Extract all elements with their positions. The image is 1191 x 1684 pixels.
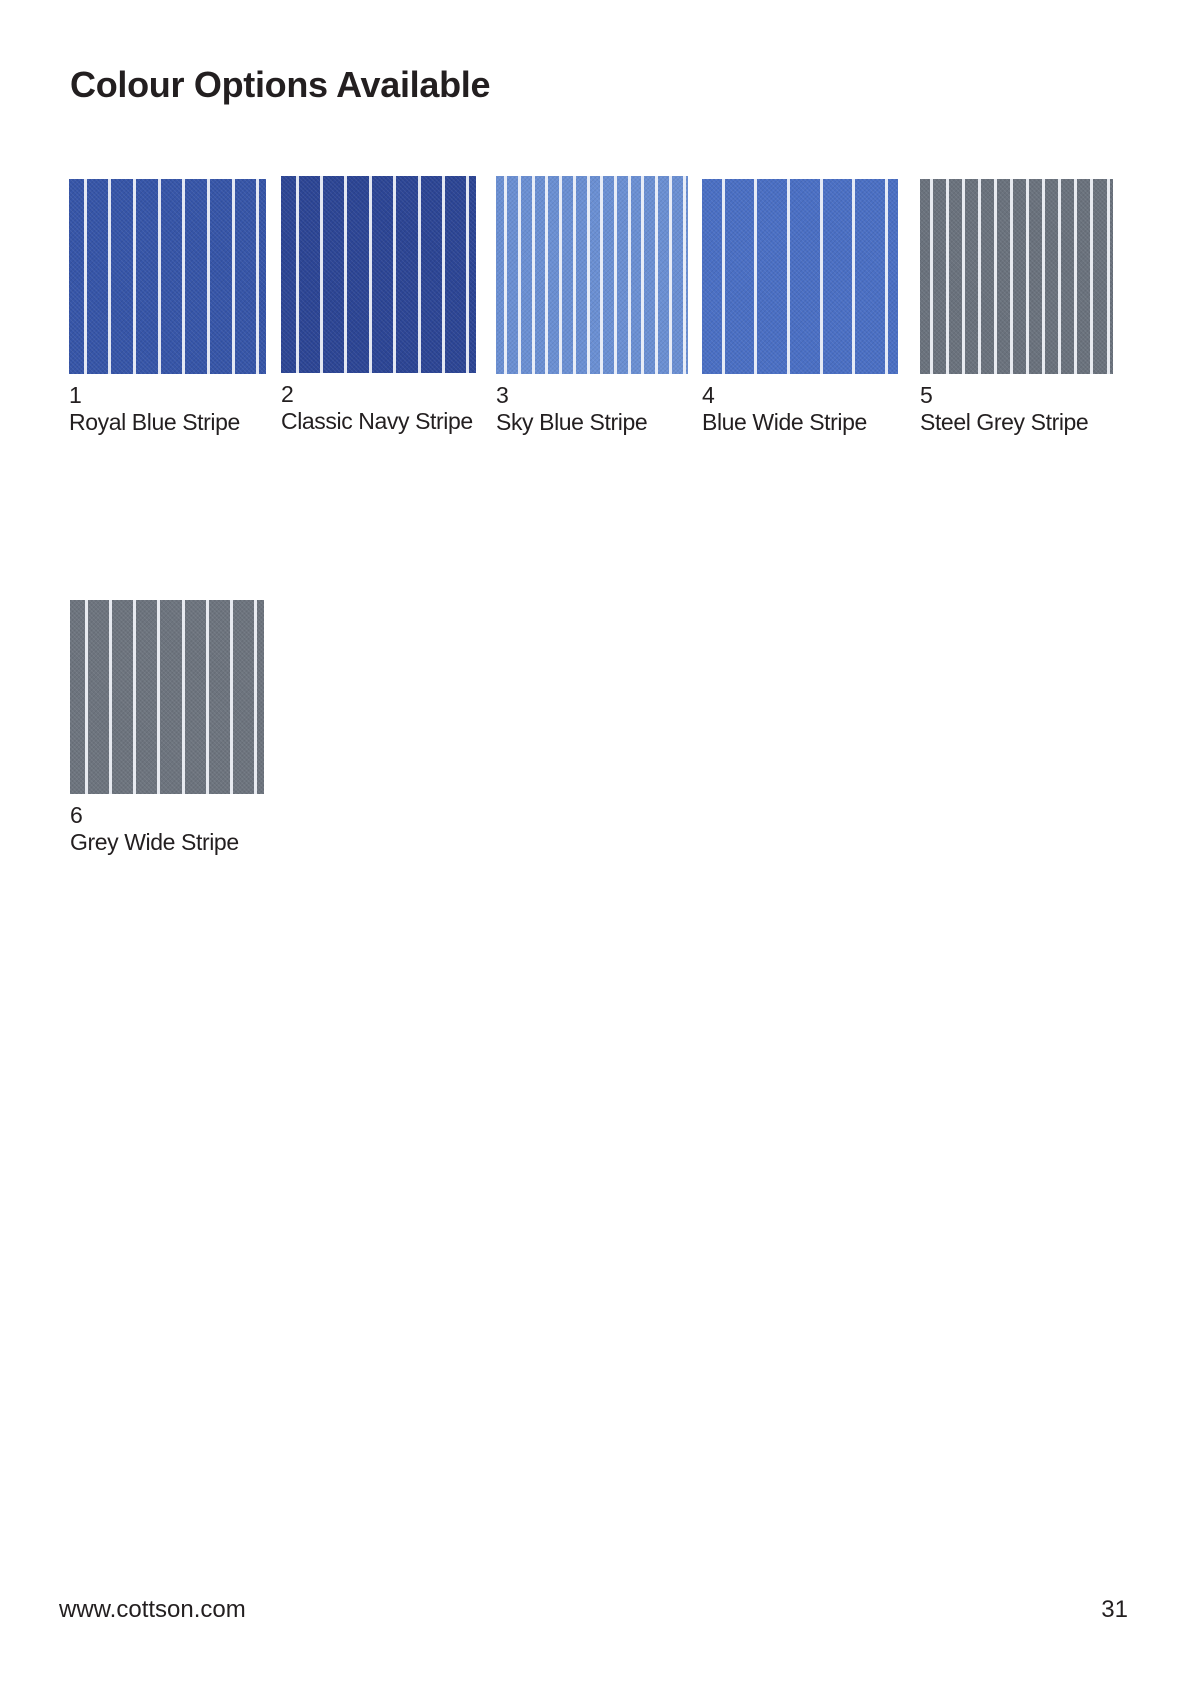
swatch-grey-wide-stripe: 6 Grey Wide Stripe <box>70 600 264 856</box>
fabric-pinstripe <box>586 176 590 374</box>
fabric-pinstripe <box>929 179 933 374</box>
fabric-pinstripe <box>627 176 631 374</box>
swatch-steel-grey-stripe: 5 Steel Grey Stripe <box>920 179 1113 436</box>
fabric-pinstripe <box>230 600 234 794</box>
fabric-pinstripe <box>1042 179 1046 374</box>
fabric-pinstripe <box>295 176 299 373</box>
fabric-sample-image <box>70 600 264 794</box>
fabric-weave-texture <box>702 179 898 374</box>
fabric-sample-image <box>702 179 898 374</box>
fabric-pinstripe <box>1026 179 1030 374</box>
swatch-name: Grey Wide Stripe <box>70 829 239 855</box>
fabric-pinstripe <box>181 600 185 794</box>
fabric-pinstripe <box>466 176 470 373</box>
fabric-pinstripe <box>1090 179 1094 374</box>
fabric-pinstripe <box>852 179 856 374</box>
swatch-number: 1 <box>69 382 82 408</box>
fabric-weave-texture <box>281 176 476 373</box>
fabric-pinstripe <box>182 179 186 374</box>
swatch-name: Royal Blue Stripe <box>69 409 240 435</box>
swatch-name: Classic Navy Stripe <box>281 408 473 434</box>
fabric-pinstripe <box>884 179 888 374</box>
fabric-pinstripe <box>157 179 161 374</box>
fabric-pinstripe <box>231 179 235 374</box>
swatch-classic-navy-stripe: 2 Classic Navy Stripe <box>281 176 476 435</box>
fabric-sample-image <box>496 176 688 374</box>
fabric-pinstripe <box>819 179 823 374</box>
fabric-pinstripe <box>133 179 137 374</box>
fabric-pinstripe <box>504 176 508 374</box>
fabric-pinstripe <box>368 176 372 373</box>
fabric-weave-texture <box>920 179 1113 374</box>
fabric-pinstripe <box>600 176 604 374</box>
fabric-pinstripe <box>545 176 549 374</box>
fabric-pinstripe <box>977 179 981 374</box>
swatch-number: 4 <box>702 382 715 408</box>
fabric-pinstripe <box>320 176 323 373</box>
fabric-pinstripe <box>721 179 725 374</box>
fabric-pinstripe <box>993 179 997 374</box>
fabric-pinstripe <box>393 176 397 373</box>
fabric-pinstripe <box>1010 179 1014 374</box>
fabric-pinstripe <box>206 179 210 374</box>
swatch-number: 6 <box>70 802 83 828</box>
fabric-pinstripe <box>531 176 535 374</box>
swatch-number: 3 <box>496 382 509 408</box>
fabric-pinstripe <box>344 176 348 373</box>
fabric-pinstripe <box>945 179 949 374</box>
fabric-pinstripe <box>655 176 659 374</box>
fabric-pinstripe <box>108 179 112 374</box>
swatch-blue-wide-stripe: 4 Blue Wide Stripe <box>702 179 898 436</box>
swatch-number: 2 <box>281 381 294 407</box>
page-number: 31 <box>1101 1596 1128 1623</box>
fabric-pinstripe <box>108 600 112 794</box>
fabric-pinstripe <box>517 176 521 374</box>
fabric-sample-image <box>69 179 266 374</box>
fabric-pinstripe <box>441 176 445 373</box>
swatch-name: Sky Blue Stripe <box>496 409 648 435</box>
fabric-pinstripe <box>1106 179 1110 374</box>
fabric-pinstripe <box>1074 179 1078 374</box>
swatch-name: Blue Wide Stripe <box>702 409 867 435</box>
fabric-pinstripe <box>572 176 576 374</box>
fabric-pinstripe <box>254 600 258 794</box>
fabric-pinstripe <box>205 600 209 794</box>
fabric-weave-texture <box>69 179 266 374</box>
fabric-pinstripe <box>256 179 260 374</box>
fabric-pinstripe <box>417 176 421 373</box>
fabric-sample-image <box>281 176 476 373</box>
swatch-name: Steel Grey Stripe <box>920 409 1089 435</box>
footer-website-url: www.cottson.com <box>59 1596 246 1623</box>
fabric-sample-image <box>920 179 1113 374</box>
swatch-number: 5 <box>920 382 933 408</box>
swatch-royal-blue-stripe: 1 Royal Blue Stripe <box>69 179 266 436</box>
fabric-pinstripe <box>668 176 672 374</box>
fabric-pinstripe <box>84 600 88 794</box>
fabric-weave-texture <box>70 600 264 794</box>
fabric-pinstripe <box>83 179 87 374</box>
fabric-pinstripe <box>786 179 790 374</box>
fabric-pinstripe <box>961 179 965 374</box>
fabric-pinstripe <box>157 600 161 794</box>
fabric-pinstripe <box>613 176 617 374</box>
fabric-pinstripe <box>559 176 563 374</box>
swatch-sky-blue-stripe: 3 Sky Blue Stripe <box>496 176 688 436</box>
fabric-pinstripe <box>754 179 758 374</box>
fabric-pinstripe <box>641 176 645 374</box>
fabric-pinstripe <box>133 600 137 794</box>
fabric-pinstripe <box>682 176 686 374</box>
fabric-weave-texture <box>496 176 688 374</box>
fabric-pinstripe <box>1058 179 1062 374</box>
page-title: Colour Options Available <box>70 64 491 105</box>
